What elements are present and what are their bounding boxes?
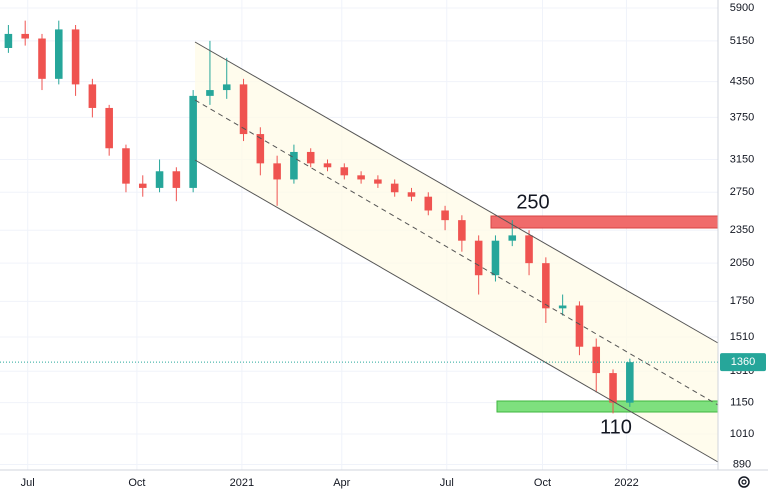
candle-body [155,171,164,188]
candle-body [222,84,231,91]
candle-body [592,346,601,374]
settings-icon[interactable] [738,476,750,488]
x-tick-label: 2021 [230,477,254,489]
candle-body [172,171,181,188]
annotation: 110 [600,416,632,438]
y-tick-label: 2050 [730,257,754,269]
candle-body [206,90,214,96]
candle-body [390,183,399,193]
last-price-box [720,353,766,372]
y-tick-label: 2750 [730,186,754,198]
x-tick-label: Oct [534,477,551,489]
x-tick-label: Jul [440,477,454,489]
y-tick-label: 3750 [730,111,754,123]
x-tick-label: Jul [21,477,35,489]
candle-body [458,220,466,241]
candle-body [323,163,332,168]
y-tick-label: 4350 [730,76,754,88]
candle-body [558,305,567,309]
candle-body [441,210,449,221]
x-tick-label: Apr [333,477,350,489]
channel-upper [194,41,719,344]
candle-body [38,38,46,79]
candle-body [290,151,298,180]
candle-body [71,29,80,85]
candle-body [525,235,533,264]
candle-body [273,163,281,180]
candle-body [374,179,382,184]
y-tick-label: 1010 [730,428,754,440]
candle-body [474,240,483,276]
candle-body [407,192,416,197]
y-tick-label: 1510 [730,331,754,343]
candle-body [88,84,97,108]
channel-lower [194,159,719,463]
last-price-label: 1360 [731,356,755,368]
candle-body [491,240,500,276]
x-tick-label: 2022 [614,477,638,489]
channel-fill [195,42,718,462]
candle-body [340,167,349,176]
candle-body [55,29,63,79]
candle-body [105,107,113,149]
candle-body [256,134,265,164]
annotation: 250 [516,191,549,213]
candle-body [575,305,584,347]
channel-middle [194,99,719,406]
candle-body [189,95,197,188]
candle-body [424,196,433,211]
candle-body [122,148,130,184]
candle-body [508,235,517,241]
candle-body [306,151,315,164]
y-tick-label: 2350 [730,224,754,236]
candle-body [138,183,147,188]
resistance-zone [490,215,719,229]
y-tick-label: 1750 [730,295,754,307]
y-tick-label: 1150 [730,397,754,409]
candles [4,20,634,414]
y-tick-label: 3150 [730,153,754,165]
y-tick-label: 890 [733,458,751,470]
candle-body [239,84,248,135]
candle-body [357,175,365,180]
candle-body [4,33,13,48]
y-tick-label: 5900 [730,2,754,14]
candle-body [542,263,550,309]
y-tick-label: 5150 [730,35,754,47]
candle-body [609,373,617,403]
candle-body [626,362,634,403]
candle-body [21,33,29,39]
x-tick-label: Oct [128,477,145,489]
support-zone [496,400,719,413]
